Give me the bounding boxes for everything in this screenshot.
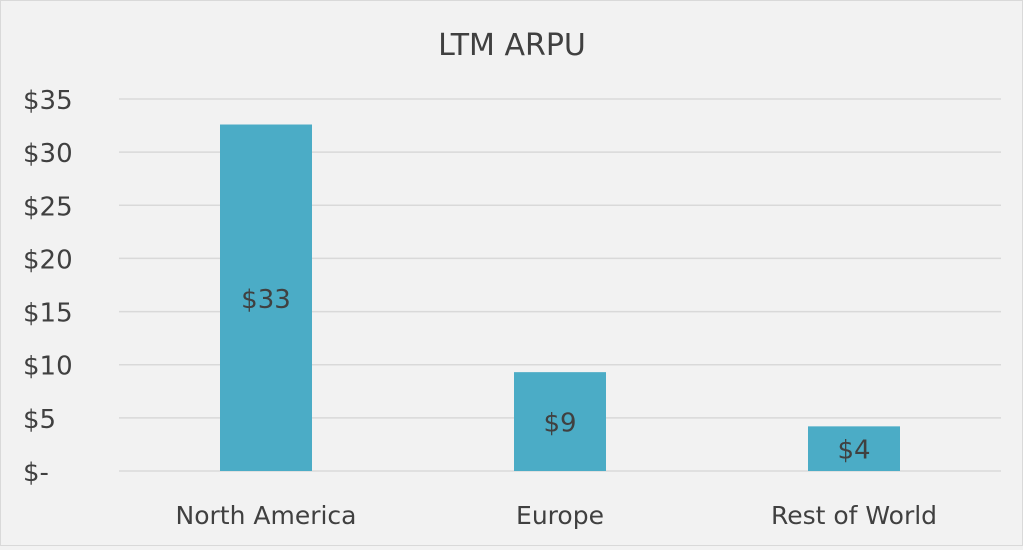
bar — [514, 372, 606, 471]
y-tick-label: $30 — [23, 139, 73, 169]
bar-data-label: $33 — [241, 285, 291, 315]
x-tick-label: Europe — [516, 501, 604, 530]
x-axis-labels: North America Europe Rest of World — [176, 501, 938, 530]
y-tick-label: $15 — [23, 299, 73, 329]
x-tick-label: North America — [176, 501, 357, 530]
y-tick-label: $20 — [23, 245, 73, 275]
chart-title: LTM ARPU — [438, 28, 586, 63]
bar-data-label: $9 — [543, 409, 576, 439]
y-tick-label: $25 — [23, 192, 73, 222]
bar — [220, 124, 312, 471]
y-tick-label: $5 — [23, 405, 56, 435]
y-axis-ticks: $- $5 $10 $15 $20 $25 $30 $35 — [23, 86, 73, 488]
y-tick-label: $10 — [23, 352, 73, 382]
x-tick-label: Rest of World — [771, 501, 937, 530]
y-tick-label: $35 — [23, 86, 73, 116]
bars: $33 $9 $4 — [220, 124, 900, 471]
y-tick-label: $- — [23, 458, 49, 488]
bar-data-label: $4 — [837, 436, 870, 466]
bar — [808, 426, 900, 471]
